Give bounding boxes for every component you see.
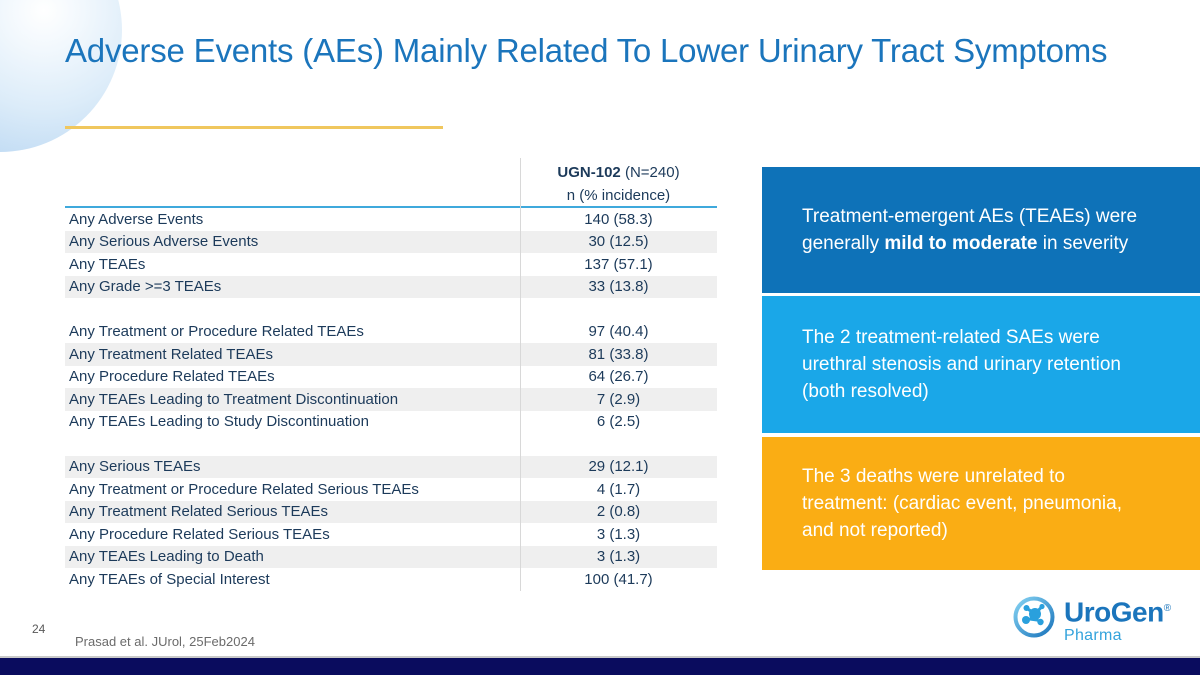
table-row: Any TEAEs Leading to Death 3 (1.3): [65, 545, 717, 568]
row-label: Any TEAEs Leading to Death: [69, 548, 264, 566]
table-body: Any Adverse Events 140 (58.3) Any Serious …: [65, 208, 717, 591]
table-spacer-row: [65, 433, 717, 456]
table-row: Any TEAEs Leading to Study Discontinuati…: [65, 411, 717, 434]
row-value: 29 (12.1): [588, 458, 649, 476]
row-value: 140 (58.3): [584, 210, 653, 228]
row-value: 2 (0.8): [596, 503, 641, 521]
row-label: Any Treatment or Procedure Related Serio…: [69, 480, 419, 498]
logo-subtitle: Pharma: [1064, 627, 1122, 645]
table-row: Any Adverse Events 140 (58.3): [65, 208, 717, 231]
table-row: Any Treatment Related TEAEs 81 (33.8): [65, 343, 717, 366]
row-label: Any Procedure Related Serious TEAEs: [69, 525, 330, 543]
table-row: Any Serious Adverse Events 30 (12.5): [65, 230, 717, 253]
row-label: Any Serious TEAEs: [69, 458, 201, 476]
table-row: Any Treatment Related Serious TEAEs 2 (0.…: [65, 500, 717, 523]
row-value: 7 (2.9): [596, 390, 641, 408]
row-label: Any Grade >=3 TEAEs: [69, 278, 222, 296]
table-row: Any Treatment or Procedure Related TEAEs…: [65, 321, 717, 344]
row-value: 30 (12.5): [588, 233, 649, 251]
callout-text: Treatment-emergent AEs (TEAEs) were gene…: [802, 206, 1138, 254]
table-row: Any TEAEs 137 (57.1): [65, 253, 717, 276]
row-label: Any TEAEs Leading to Study Discontinuati…: [69, 413, 369, 431]
table-header-empty-cell: [65, 158, 520, 206]
column-header-drug: UGN-102: [557, 164, 621, 181]
table-row: Any TEAEs Leading to Treatment Discontin…: [65, 388, 717, 411]
callout-panel: Treatment-emergent AEs (TEAEs) were gene…: [762, 0, 1200, 675]
row-value: 100 (41.7): [584, 570, 653, 588]
column-header-n: (N=240): [620, 164, 680, 181]
callout-box-3: The 3 deaths were unrelated to treatment…: [762, 437, 1200, 570]
row-value: 4 (1.7): [596, 480, 641, 498]
column-header-incidence: n (% incidence): [566, 187, 671, 204]
row-label: Any Procedure Related TEAEs: [69, 368, 275, 386]
row-value: 97 (40.4): [588, 323, 649, 341]
table-spacer-row: [65, 298, 717, 321]
row-label: Any TEAEs Leading to Treatment Discontin…: [69, 390, 399, 408]
row-value: 3 (1.3): [596, 548, 641, 566]
row-label: Any Treatment Related TEAEs: [69, 345, 273, 363]
row-label: Any Serious Adverse Events: [69, 233, 259, 251]
callout-text: The 2 treatment-related SAEs were urethr…: [802, 327, 1121, 402]
row-label: Any TEAEs: [69, 255, 146, 273]
slide-title: Adverse Events (AEs) Mainly Related To L…: [65, 32, 1108, 69]
adverse-events-table: UGN-102 (N=240) n (% incidence) Any Adve…: [65, 158, 717, 591]
urogen-logo-text: UroGen® Pharma: [1064, 595, 1171, 645]
row-label: Any Treatment Related Serious TEAEs: [69, 503, 329, 521]
row-label: Any Adverse Events: [69, 210, 204, 228]
page-number: 24: [32, 622, 46, 636]
row-value: 6 (2.5): [596, 413, 641, 431]
column-header-drug-line: UGN-102 (N=240): [520, 161, 717, 184]
footer-divider: [0, 656, 1200, 658]
table-header: UGN-102 (N=240) n (% incidence): [65, 158, 717, 208]
column-separator: [520, 158, 521, 591]
table-row: Any Grade >=3 TEAEs 33 (13.8): [65, 275, 717, 298]
callout-text: The 3 deaths were unrelated to treatment…: [802, 466, 1123, 541]
table-row: Any Serious TEAEs 29 (12.1): [65, 455, 717, 478]
row-value: 81 (33.8): [588, 345, 649, 363]
title-underline: [65, 126, 443, 129]
table-row: Any TEAEs of Special Interest 100 (41.7): [65, 568, 717, 591]
urogen-logo: UroGen® Pharma: [1012, 595, 1171, 645]
bubble-sphere: [0, 0, 122, 152]
urogen-logo-icon: [1012, 595, 1056, 644]
row-label: Any TEAEs of Special Interest: [69, 570, 270, 588]
table-row: Any Procedure Related TEAEs 64 (26.7): [65, 366, 717, 389]
logo-name: UroGen®: [1064, 596, 1171, 628]
callout-box-1: Treatment-emergent AEs (TEAEs) were gene…: [762, 167, 1200, 293]
row-value: 3 (1.3): [596, 525, 641, 543]
citation: Prasad et al. JUrol, 25Feb2024: [75, 634, 255, 649]
row-value: 33 (13.8): [588, 278, 649, 296]
row-label: Any Treatment or Procedure Related TEAEs: [69, 323, 364, 341]
row-value: 137 (57.1): [584, 255, 653, 273]
table-header-value-cell: UGN-102 (N=240) n (% incidence): [520, 158, 717, 206]
callout-box-2: The 2 treatment-related SAEs were urethr…: [762, 296, 1200, 433]
table-row: Any Procedure Related Serious TEAEs 3 (1.…: [65, 523, 717, 546]
footer-bar: [0, 658, 1200, 675]
row-value: 64 (26.7): [588, 368, 649, 386]
registered-mark: ®: [1163, 603, 1171, 614]
table-row: Any Treatment or Procedure Related Serio…: [65, 478, 717, 501]
